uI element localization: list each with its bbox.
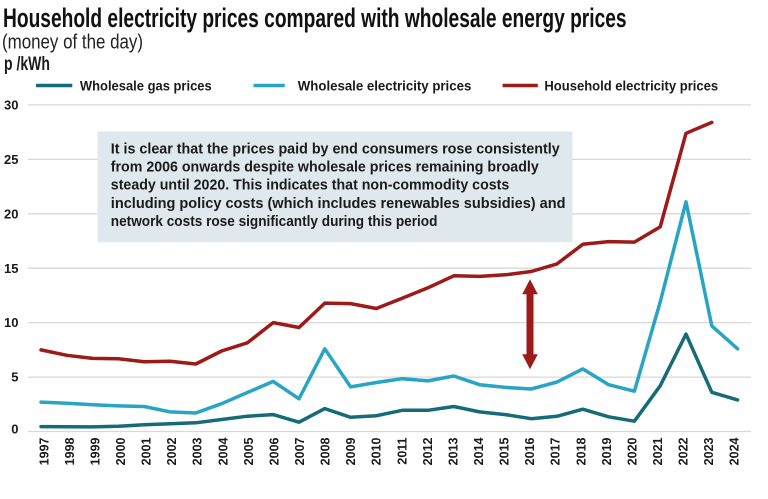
svg-text:(money of the day): (money of the day) <box>2 30 143 53</box>
svg-text:2016: 2016 <box>523 437 537 465</box>
svg-text:2007: 2007 <box>293 437 307 465</box>
svg-text:2004: 2004 <box>216 437 230 465</box>
svg-text:2012: 2012 <box>421 437 435 465</box>
svg-text:from 2006 onwards despite whol: from 2006 onwards despite wholesale pric… <box>111 159 539 175</box>
svg-text:2022: 2022 <box>677 437 691 465</box>
svg-text:2011: 2011 <box>395 437 409 464</box>
svg-text:2019: 2019 <box>600 437 614 465</box>
svg-text:2008: 2008 <box>319 437 333 465</box>
svg-text:2002: 2002 <box>165 437 179 465</box>
svg-text:2015: 2015 <box>498 437 512 465</box>
svg-text:30: 30 <box>4 98 18 113</box>
svg-text:20: 20 <box>4 206 18 221</box>
svg-text:25: 25 <box>4 152 18 167</box>
svg-text:Wholesale electricity prices: Wholesale electricity prices <box>298 78 472 93</box>
svg-text:5: 5 <box>11 370 18 385</box>
svg-text:steady until 2020. This indica: steady until 2020. This indicates that n… <box>111 178 510 194</box>
svg-text:including policy costs (which: including policy costs (which includes r… <box>111 196 566 212</box>
svg-text:2017: 2017 <box>549 437 563 465</box>
svg-text:2006: 2006 <box>267 437 281 465</box>
svg-text:1998: 1998 <box>63 437 77 465</box>
svg-text:1997: 1997 <box>37 437 51 465</box>
svg-text:10: 10 <box>4 315 18 330</box>
svg-text:Household electricity prices c: Household electricity prices compared wi… <box>3 3 627 33</box>
svg-text:2013: 2013 <box>446 437 460 465</box>
svg-text:Household electricity prices: Household electricity prices <box>544 78 718 94</box>
svg-text:1999: 1999 <box>88 437 102 465</box>
svg-text:2020: 2020 <box>625 437 639 465</box>
svg-text:p /kWh: p /kWh <box>4 53 50 75</box>
svg-text:network costs rose significant: network costs rose significantly during … <box>111 213 438 229</box>
svg-text:2018: 2018 <box>574 437 588 465</box>
svg-text:It is clear that the prices pa: It is clear that the prices paid by end … <box>111 141 560 157</box>
svg-text:2010: 2010 <box>370 437 384 465</box>
svg-text:2003: 2003 <box>191 437 205 465</box>
svg-text:2000: 2000 <box>114 437 128 465</box>
svg-text:2024: 2024 <box>728 437 742 465</box>
svg-text:2009: 2009 <box>344 437 358 465</box>
svg-text:2005: 2005 <box>242 437 256 465</box>
svg-text:2021: 2021 <box>651 437 665 465</box>
svg-text:15: 15 <box>4 261 18 276</box>
svg-text:Wholesale gas prices: Wholesale gas prices <box>80 78 212 94</box>
svg-text:2001: 2001 <box>140 437 154 465</box>
svg-text:0: 0 <box>11 422 18 437</box>
svg-text:2014: 2014 <box>472 437 486 465</box>
svg-text:2023: 2023 <box>702 437 716 465</box>
